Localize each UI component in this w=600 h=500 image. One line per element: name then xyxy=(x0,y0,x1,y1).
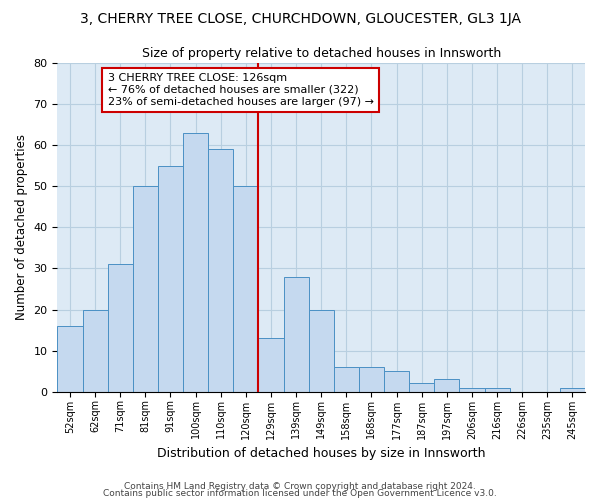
Bar xyxy=(434,380,460,392)
Bar xyxy=(409,384,434,392)
Bar xyxy=(83,310,107,392)
Bar xyxy=(208,150,233,392)
Y-axis label: Number of detached properties: Number of detached properties xyxy=(15,134,28,320)
Bar xyxy=(460,388,485,392)
Text: 3 CHERRY TREE CLOSE: 126sqm
← 76% of detached houses are smaller (322)
23% of se: 3 CHERRY TREE CLOSE: 126sqm ← 76% of det… xyxy=(107,74,374,106)
Bar xyxy=(308,310,334,392)
X-axis label: Distribution of detached houses by size in Innsworth: Distribution of detached houses by size … xyxy=(157,447,485,460)
Title: Size of property relative to detached houses in Innsworth: Size of property relative to detached ho… xyxy=(142,48,501,60)
Bar xyxy=(107,264,133,392)
Text: 3, CHERRY TREE CLOSE, CHURCHDOWN, GLOUCESTER, GL3 1JA: 3, CHERRY TREE CLOSE, CHURCHDOWN, GLOUCE… xyxy=(79,12,521,26)
Bar xyxy=(183,133,208,392)
Bar xyxy=(58,326,83,392)
Bar xyxy=(284,276,308,392)
Text: Contains HM Land Registry data © Crown copyright and database right 2024.: Contains HM Land Registry data © Crown c… xyxy=(124,482,476,491)
Bar xyxy=(359,367,384,392)
Bar xyxy=(259,338,284,392)
Bar xyxy=(334,367,359,392)
Bar xyxy=(560,388,585,392)
Bar xyxy=(133,186,158,392)
Bar xyxy=(384,371,409,392)
Bar xyxy=(233,186,259,392)
Bar xyxy=(158,166,183,392)
Bar xyxy=(485,388,509,392)
Text: Contains public sector information licensed under the Open Government Licence v3: Contains public sector information licen… xyxy=(103,489,497,498)
